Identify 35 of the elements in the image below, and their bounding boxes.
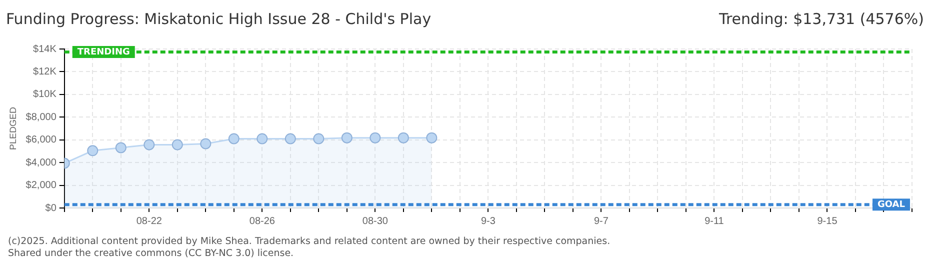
y-tick-label: $0 (45, 202, 57, 214)
y-tick-label: $6,000 (26, 134, 57, 146)
ref-line-label: TRENDING (77, 47, 130, 58)
chart-subtitle: Trending: $13,731 (4576%) (719, 10, 924, 28)
x-tick-label: 08-30 (362, 216, 388, 227)
point (228, 133, 240, 144)
x-tick-label: 08-22 (136, 216, 162, 227)
point (172, 139, 183, 150)
y-tick-label: $12K (33, 66, 57, 78)
point (87, 145, 98, 156)
point (200, 138, 212, 150)
point (426, 132, 438, 144)
text: (c)2025. Additional content provided by Mike Shea. Trademarks and related content are owned by their respective companies. (8, 236, 610, 248)
ref-line-label: GOAL (878, 200, 906, 210)
x-tick-label: 9-7 (594, 216, 609, 227)
point (313, 133, 324, 144)
point (284, 133, 296, 144)
point (144, 139, 155, 150)
y-tick-label: $8,000 (26, 112, 57, 123)
point (341, 132, 352, 144)
y-tick-label: $10K (33, 89, 57, 100)
text: Shared under the creative commons (CC BY-NC 3.0) license. (8, 248, 295, 260)
x-tick-label: 9-15 (817, 216, 838, 227)
y-tick-label: $14K (33, 44, 57, 55)
x-tick-label: 9-11 (704, 216, 724, 227)
point (115, 142, 126, 154)
chart-title: Funding Progress: Miskatonic High Issue 28 - Child's Play (6, 10, 432, 28)
y-tick-label: $2,000 (26, 180, 57, 192)
point (398, 132, 409, 144)
y-tick-label: $4,000 (26, 157, 57, 168)
y-axis-title: PLEDGED (8, 106, 18, 150)
point (256, 133, 268, 144)
point (370, 132, 381, 144)
x-tick-label: 9-3 (480, 216, 496, 227)
x-tick-label: 08-26 (249, 216, 276, 227)
